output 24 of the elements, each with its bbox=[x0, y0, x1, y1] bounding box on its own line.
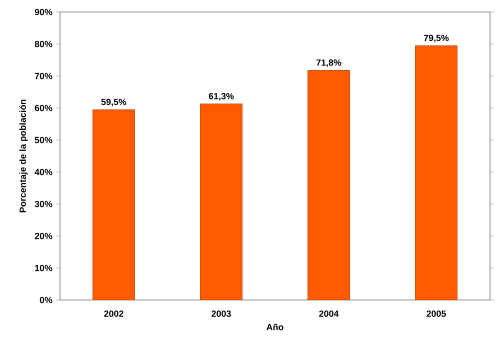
x-tick-label: 2003 bbox=[212, 310, 231, 317]
y-tick-label: 40% bbox=[34, 168, 52, 176]
data-label: 61,3% bbox=[208, 92, 234, 101]
y-tick-label: 50% bbox=[34, 136, 52, 144]
data-label: 59,5% bbox=[101, 98, 126, 106]
bar bbox=[308, 70, 350, 300]
y-tick-label: 60% bbox=[34, 104, 52, 112]
y-tick-label: 90% bbox=[34, 8, 52, 16]
y-tick-label: 80% bbox=[34, 40, 52, 48]
y-tick-label: 20% bbox=[34, 232, 52, 240]
data-label: 79,5% bbox=[424, 34, 449, 42]
x-tick-label: 2005 bbox=[426, 310, 446, 317]
x-tick-label: 2004 bbox=[319, 310, 339, 317]
bar bbox=[92, 109, 135, 300]
x-tick-label: 2002 bbox=[104, 310, 124, 317]
y-tick-label: 10% bbox=[35, 264, 52, 272]
y-tick-label: 30% bbox=[34, 200, 52, 208]
y-axis-title: Porcentaje de la población bbox=[19, 100, 28, 212]
x-axis-title: Año bbox=[266, 324, 284, 330]
data-label: 71,8% bbox=[316, 59, 342, 68]
bar bbox=[200, 104, 242, 300]
y-tick-label: 70% bbox=[34, 72, 52, 80]
y-tick-label: 0% bbox=[40, 296, 52, 304]
bar bbox=[415, 45, 458, 300]
